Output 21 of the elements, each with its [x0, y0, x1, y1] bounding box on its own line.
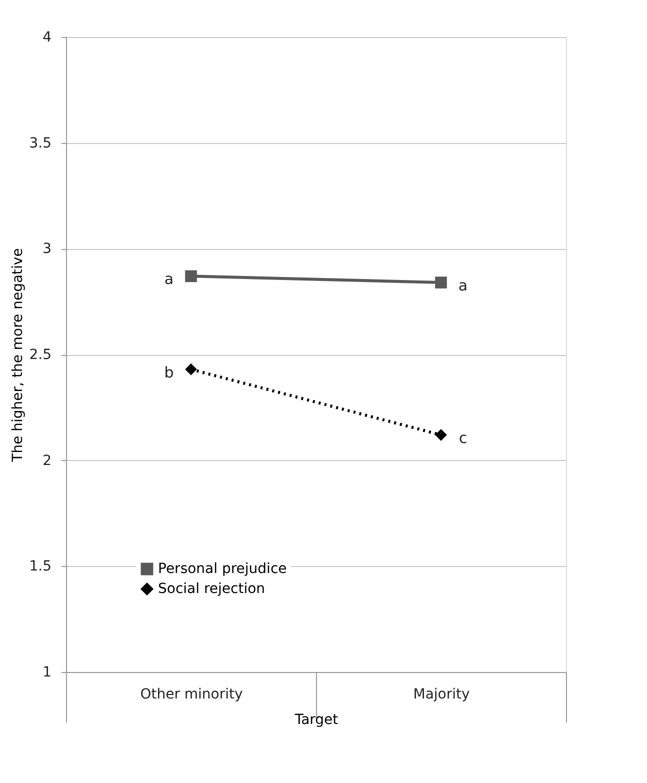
x-tick-label: Other minority — [140, 686, 243, 702]
annotation: a — [458, 276, 468, 295]
y-axis-title: The higher, the more negative — [10, 248, 26, 463]
point — [435, 276, 447, 288]
point — [435, 429, 447, 441]
y-tick-label: 4 — [42, 30, 52, 46]
legend-label: Social rejection — [158, 581, 266, 597]
y-tick-label: 3.5 — [29, 135, 52, 152]
annotation: c — [458, 428, 468, 447]
annotation: a — [164, 270, 174, 288]
y-tick-label: 2.5 — [29, 347, 52, 363]
x-tick-label: Majority — [413, 686, 470, 702]
point — [185, 270, 197, 282]
legend-label: Personal prejudice — [158, 561, 287, 577]
x-axis-title: Target — [294, 712, 339, 728]
y-tick-label: 1 — [42, 664, 52, 680]
y-tick-label: 2 — [42, 452, 52, 469]
y-tick-label: 1.5 — [29, 558, 52, 575]
point — [185, 363, 197, 376]
annotation: b — [164, 363, 174, 382]
y-tick-label: 3 — [42, 241, 52, 258]
